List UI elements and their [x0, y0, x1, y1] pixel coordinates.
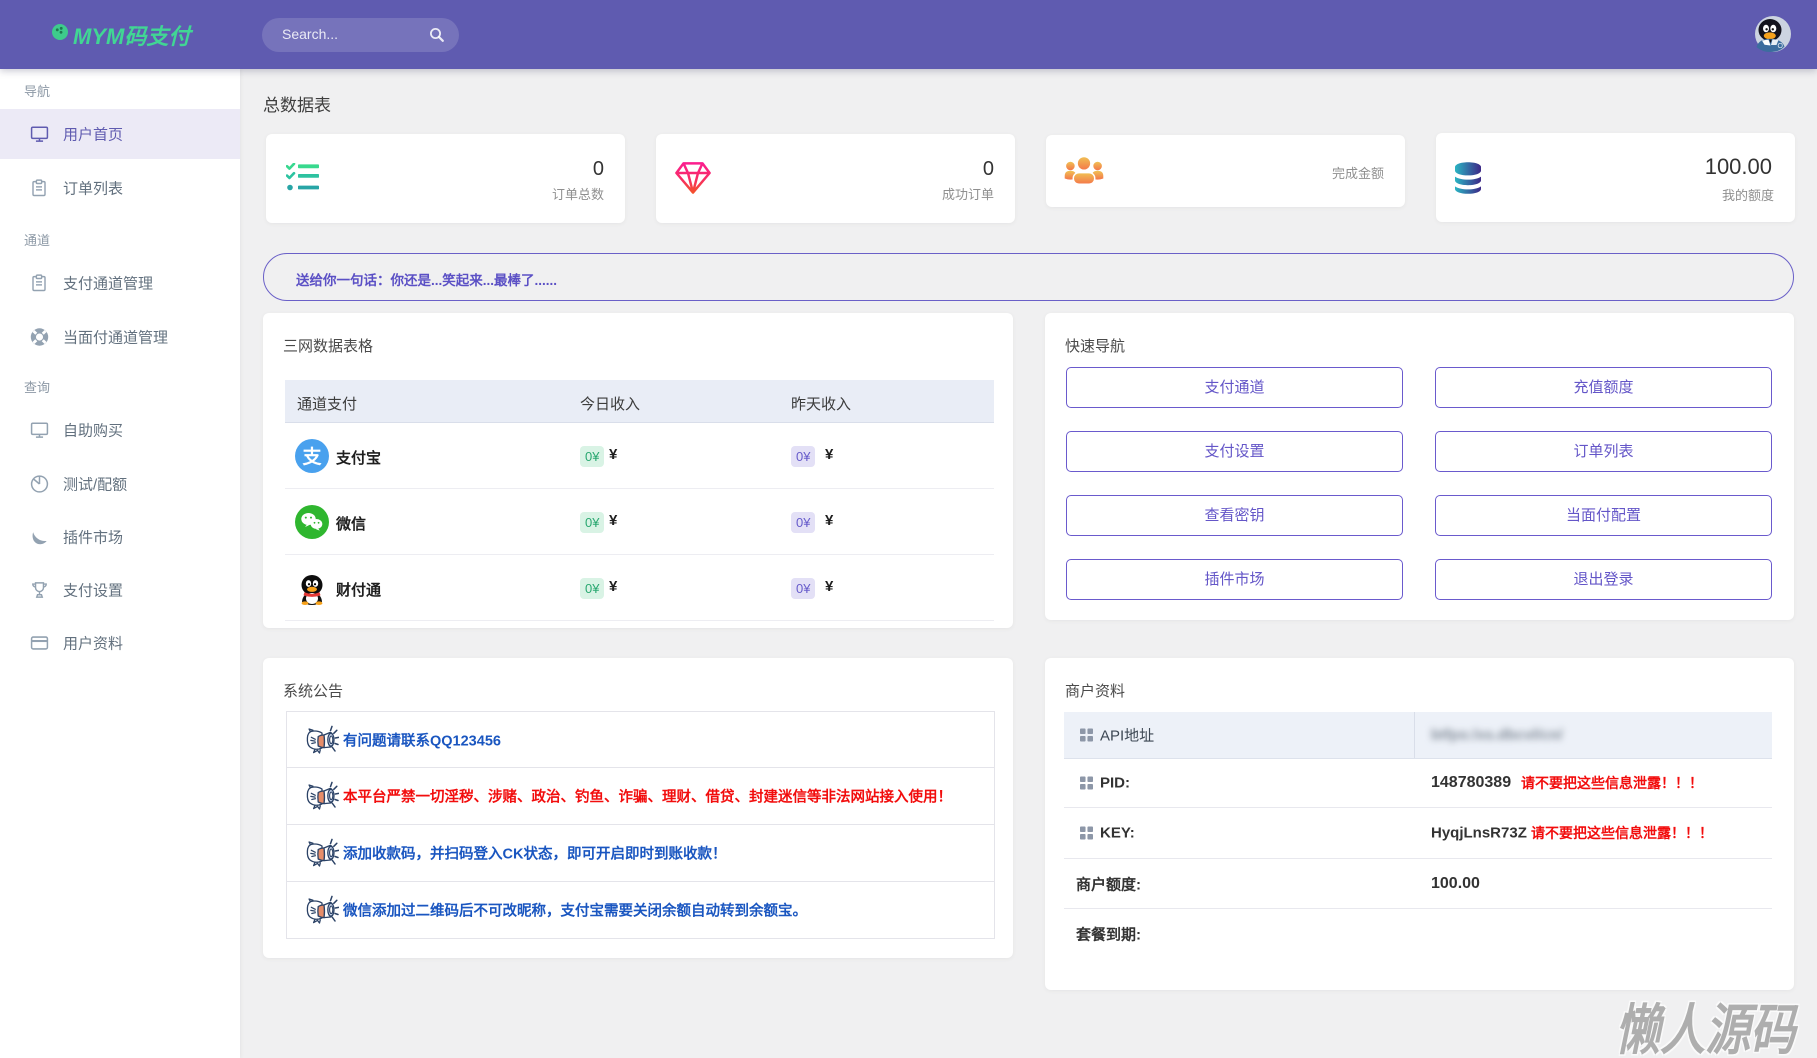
svg-text:O: O: [1778, 43, 1784, 50]
svg-text:支: 支: [301, 446, 322, 468]
